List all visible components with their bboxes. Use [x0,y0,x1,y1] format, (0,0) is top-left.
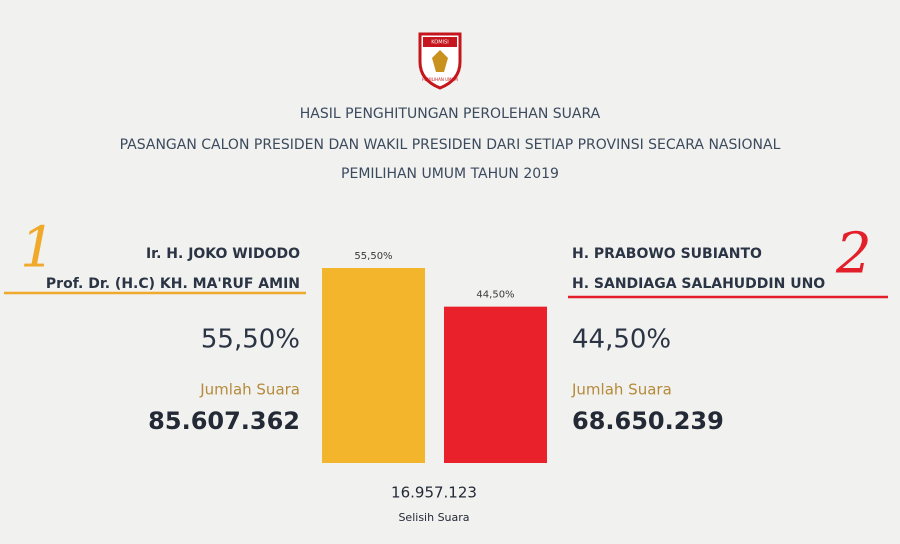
votes-label: Jumlah Suara [571,381,672,399]
title-line: PEMILIHAN UMUM TAHUN 2019 [341,166,559,182]
votes: 68.650.239 [572,407,724,435]
bar-label: 55,50% [354,251,392,262]
logo: KOMISI PEMILIHAN UMUM [418,32,462,90]
title-line: PASANGAN CALON PRESIDEN DAN WAKIL PRESID… [120,137,781,153]
votes: 85.607.362 [148,407,300,435]
candidate-number: 2 [835,222,872,287]
title-line: HASIL PENGHITUNGAN PEROLEHAN SUARA [300,106,601,122]
bar-label: 44,50% [476,290,514,301]
candidate-name: Prof. Dr. (H.C) KH. MA'RUF AMIN [46,276,300,292]
logo-bird [432,50,448,72]
bar [322,268,425,463]
candidate-number: 1 [20,216,56,281]
logo-band [423,37,457,47]
logo-text: PEMILIHAN UMUM [422,77,458,82]
difference-label: Selisih Suara [398,511,469,524]
percentage: 44,50% [572,325,671,355]
candidate-name: H. PRABOWO SUBIANTO [572,246,762,262]
percentage: 55,50% [201,325,300,355]
votes-label: Jumlah Suara [199,381,300,399]
candidate-name: Ir. H. JOKO WIDODO [146,246,300,262]
candidate-name: H. SANDIAGA SALAHUDDIN UNO [572,276,825,292]
bar [444,306,547,463]
difference-value: 16.957.123 [391,484,477,502]
logo-text: KOMISI [431,40,448,46]
